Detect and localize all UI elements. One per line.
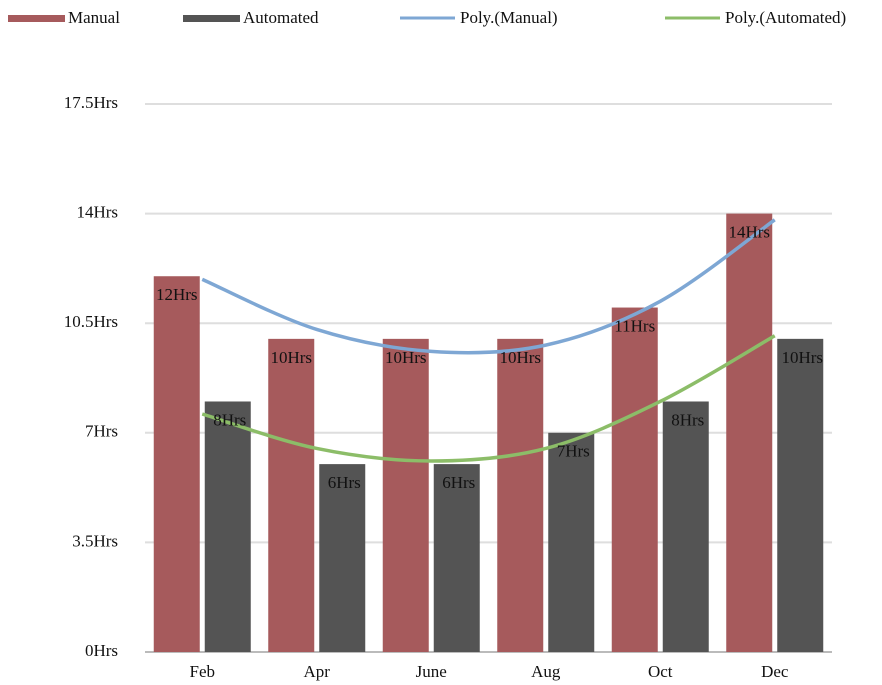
data-label: 10Hrs: [270, 348, 312, 367]
data-label: 10Hrs: [499, 348, 541, 367]
data-label: 7Hrs: [557, 442, 590, 461]
x-tick-label: Oct: [648, 662, 673, 681]
bar: [662, 401, 709, 652]
y-tick-label: 14Hrs: [76, 203, 118, 222]
bar: [433, 464, 480, 652]
bar: [611, 307, 658, 652]
data-label: 8Hrs: [671, 410, 704, 429]
bar: [777, 338, 824, 652]
legend-label: Automated: [243, 8, 319, 27]
legend-swatch: [183, 15, 240, 22]
y-tick-label: 10.5Hrs: [64, 312, 118, 331]
data-label: 10Hrs: [781, 348, 823, 367]
bar: [204, 401, 251, 652]
x-tick-label: Dec: [761, 662, 789, 681]
data-label: 10Hrs: [385, 348, 427, 367]
bar: [153, 276, 200, 652]
data-label: 11Hrs: [614, 316, 655, 335]
bar: [382, 338, 429, 652]
data-label: 6Hrs: [328, 473, 361, 492]
y-tick-label: 3.5Hrs: [72, 531, 118, 550]
bar: [726, 213, 773, 652]
data-label: 8Hrs: [213, 410, 246, 429]
x-tick-label: Apr: [304, 662, 331, 681]
legend-label: Manual: [68, 8, 120, 27]
x-tick-label: June: [416, 662, 447, 681]
data-label: 6Hrs: [442, 473, 475, 492]
y-tick-label: 17.5Hrs: [64, 93, 118, 112]
bar: [548, 432, 595, 652]
bar: [497, 338, 544, 652]
x-tick-label: Feb: [190, 662, 216, 681]
trend-line: [201, 218, 776, 355]
bar: [319, 464, 366, 652]
data-label: 14Hrs: [728, 223, 770, 242]
bar: [268, 338, 315, 652]
legend-label: Poly.(Manual): [460, 8, 558, 27]
trend-line: [201, 334, 776, 463]
data-label: 12Hrs: [156, 285, 198, 304]
y-tick-label: 7Hrs: [85, 422, 118, 441]
x-tick-label: Aug: [531, 662, 561, 681]
legend-label: Poly.(Automated): [725, 8, 846, 27]
legend-swatch: [8, 15, 65, 22]
y-tick-label: 0Hrs: [85, 641, 118, 660]
